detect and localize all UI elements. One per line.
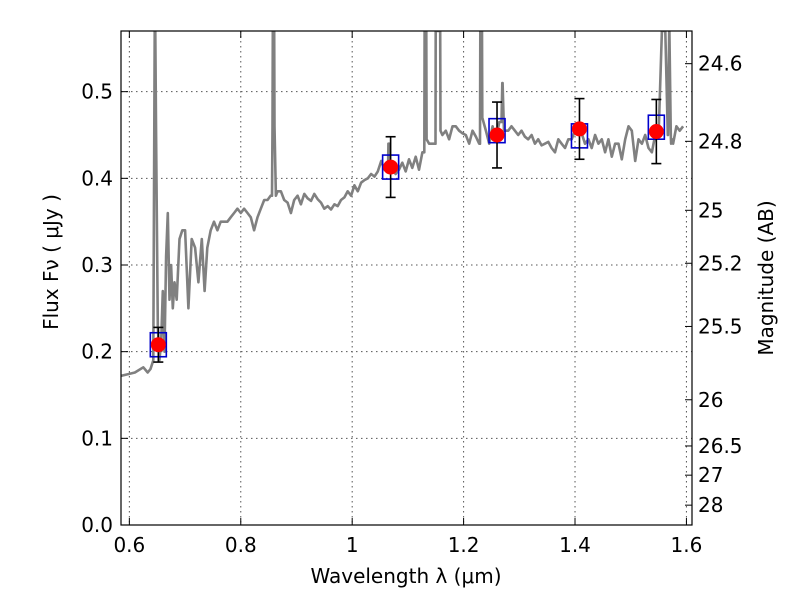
mag-tick-label: 25: [698, 198, 723, 222]
model-spectrum-line: [121, 31, 685, 378]
mag-tick-label: 25.2: [698, 251, 743, 275]
photometry-point: [150, 337, 166, 353]
mag-tick-label: 28: [698, 493, 723, 517]
mag-tick-label: 25.5: [698, 314, 743, 338]
mag-tick-label: 24.8: [698, 129, 743, 153]
photometry-point: [571, 121, 587, 137]
axis-ticks: 0.6 0.8 1 1.2 1.4 1.6 0.0 0.1 0.2 0.3 0.4 0.5 24.6 24…: [81, 31, 743, 557]
photometry-point: [648, 124, 664, 140]
photometry-point: [383, 159, 399, 175]
photometry-layer: [149, 97, 666, 363]
mag-tick-label: 26: [698, 388, 723, 412]
plot-frame: [120, 30, 693, 526]
photometry-point: [489, 127, 505, 143]
x-tick-label: 0.8: [225, 533, 257, 557]
x-tick-label: 1: [346, 533, 359, 557]
y-axis-title: Flux Fν ( μJy ): [39, 194, 63, 330]
y-tick-label: 0.2: [81, 340, 113, 364]
y2-axis-title: Magnitude (AB): [754, 200, 778, 355]
x-tick-label: 1.6: [671, 533, 703, 557]
x-axis-title: Wavelength λ (μm): [310, 564, 501, 588]
y-tick-label: 0.4: [81, 166, 113, 190]
x-tick-label: 0.6: [113, 533, 145, 557]
x-tick-label: 1.2: [448, 533, 480, 557]
mag-tick-label: 27: [698, 463, 723, 487]
mag-tick-label: 24.6: [698, 52, 743, 76]
y-tick-label: 0.3: [81, 253, 113, 277]
y-tick-label: 0.1: [81, 426, 113, 450]
spectrum-layer: [121, 31, 685, 378]
x-tick-label: 1.4: [559, 533, 591, 557]
y-tick-label: 0.5: [81, 80, 113, 104]
y-tick-label: 0.0: [81, 513, 113, 537]
mag-tick-label: 26.5: [698, 434, 743, 458]
